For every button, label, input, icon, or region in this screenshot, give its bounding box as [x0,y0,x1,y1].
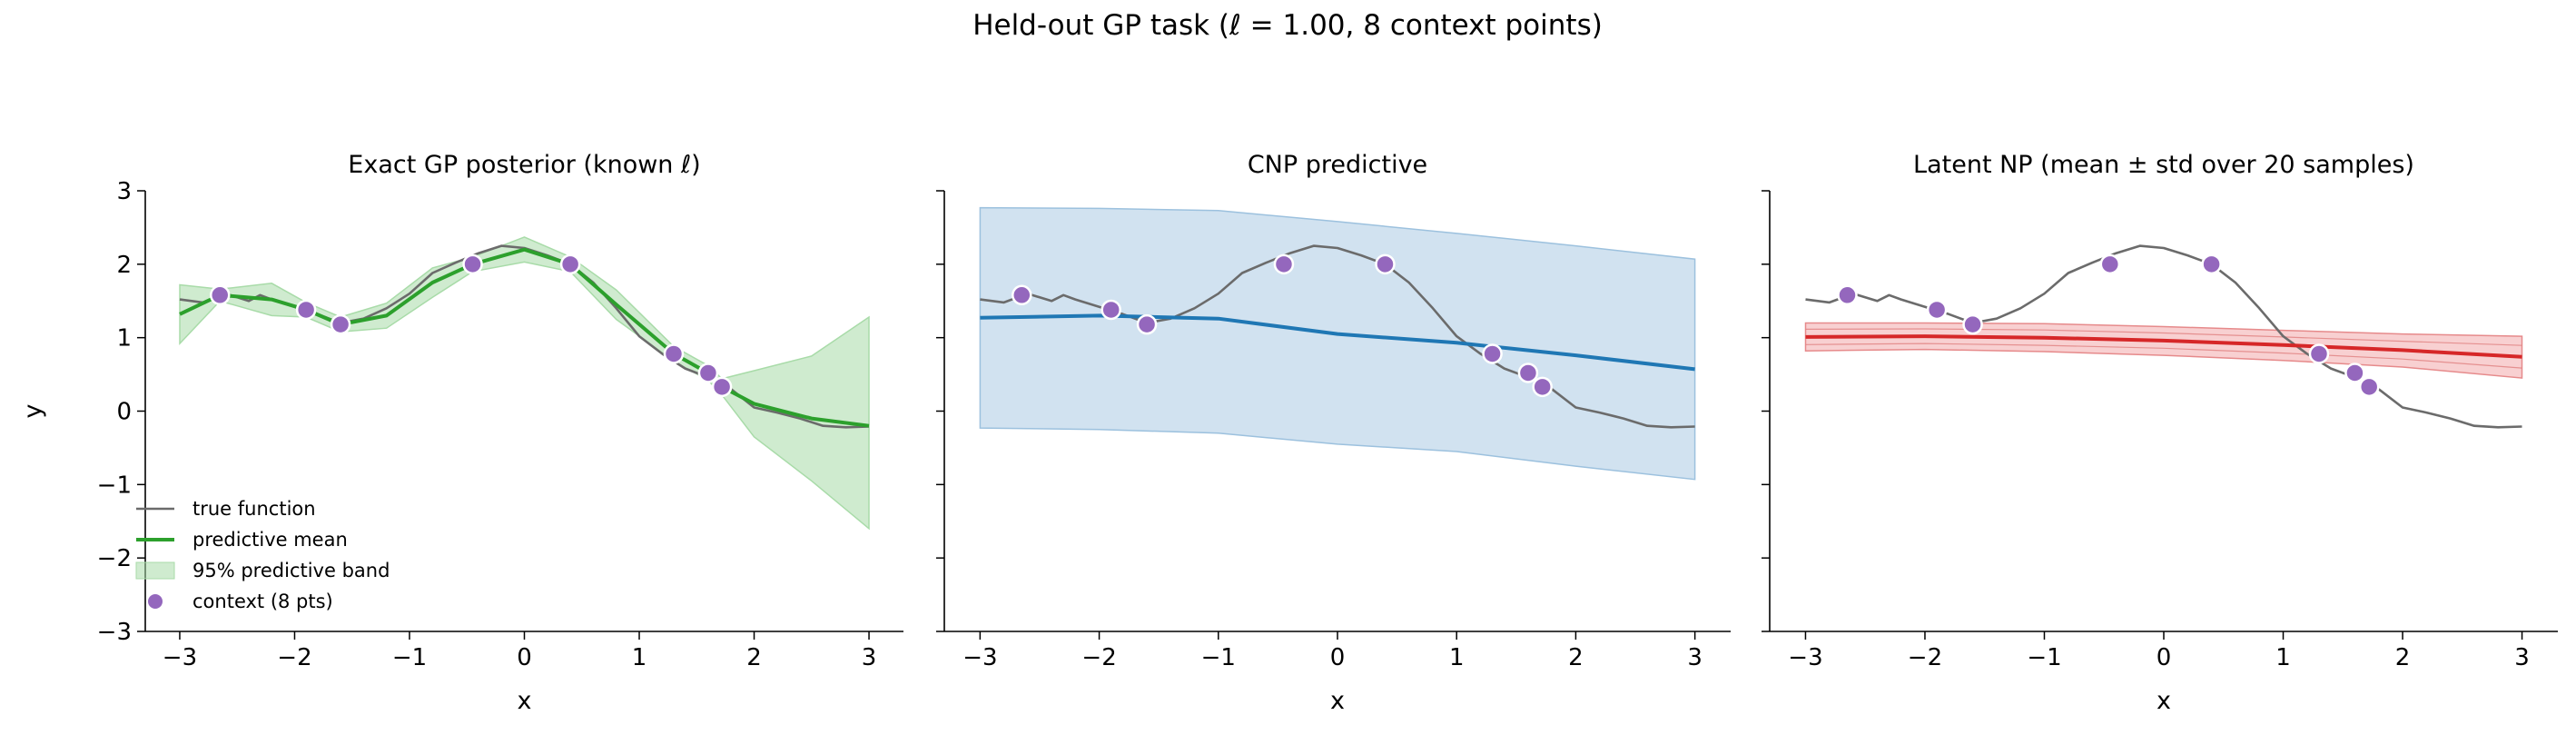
panel-title: Latent NP (mean ± std over 20 samples) [1913,151,2414,179]
context-point [1532,376,1553,398]
context-point [330,313,351,335]
x-tick-label: −1 [1201,644,1236,671]
predictive-mean-line [179,247,870,428]
context-point [1482,343,1503,364]
x-tick-label: 3 [2514,644,2530,671]
context-point [711,376,733,398]
chart-panel-1: Exact GP posterior (known ℓ) −3 −2 −1 0 1 2 3 −3… [19,151,903,715]
legend: true function predictive mean 95% predicti… [135,498,390,612]
predictive-band [979,206,1696,481]
panel-title: Exact GP posterior (known ℓ) [348,151,700,179]
legend-label: 95% predictive band [192,560,390,581]
figure-suptitle: Held-out GP task (ℓ = 1.00, 8 context po… [972,9,1603,42]
y-tick-label: −1 [97,472,132,499]
context-point [1517,363,1539,383]
x-tick-label: 2 [746,644,762,671]
x-tick-label: 0 [1330,644,1346,671]
legend-label: predictive mean [192,529,348,551]
x-tick-label: 0 [2157,644,2172,671]
predictive-mean-line [980,313,1695,372]
legend-swatch-band [135,561,175,580]
context-point [697,363,719,383]
x-axis-label: x [518,687,532,715]
chart-panel-2: CNP predictive −3 −2 −1 0 1 2 3 x [936,151,1731,715]
x-tick-label: −1 [2027,644,2061,671]
legend-swatch-context [146,592,164,611]
context-point [2344,363,2365,383]
y-tick-label: 2 [116,252,132,279]
x-tick-label: 3 [1687,644,1703,671]
x-tick-label: 0 [517,644,532,671]
context-point [2099,253,2121,275]
context-point [2201,253,2222,275]
x-tick-label: −2 [1081,644,1116,671]
x-tick-label: 1 [1449,644,1465,671]
x-tick-label: 2 [1568,644,1584,671]
x-tick-label: −3 [1788,644,1822,671]
context-point [1100,299,1121,321]
x-tick-label: −3 [962,644,997,671]
legend-label: true function [192,498,316,520]
context-point [559,253,581,275]
x-tick-label: −2 [277,644,311,671]
predictive-mean-line [1805,334,2522,359]
panel-title: CNP predictive [1248,151,1427,179]
y-tick-label: 1 [116,325,132,353]
x-tick-label: 1 [632,644,647,671]
context-point [462,253,483,275]
context-point [1962,313,1983,335]
context-point [1273,253,1295,275]
y-tick-label: −2 [97,545,132,572]
context-point [1012,284,1032,306]
context-point [2358,376,2380,398]
context-point [1837,284,1858,306]
legend-label: context (8 pts) [192,591,333,612]
true-function-line [1805,244,2522,429]
context-point [1375,253,1396,275]
x-tick-label: 1 [2275,644,2291,671]
context-point [663,343,685,364]
x-axis-label: x [1330,687,1345,715]
context-point [1926,299,1948,321]
y-tick-label: 0 [116,399,132,426]
predictive-band [179,236,870,531]
sample-spread-line [1805,343,2522,369]
x-tick-label: −3 [163,644,197,671]
x-tick-label: −2 [1908,644,1942,671]
x-axis-label: x [2157,687,2171,715]
context-point [295,299,317,321]
y-tick-label: 3 [116,178,132,205]
x-tick-label: −1 [392,644,427,671]
x-tick-label: 3 [862,644,877,671]
context-point [209,284,231,306]
true-function-line [980,244,1695,429]
y-axis-label: y [19,403,47,418]
x-tick-label: 2 [2395,644,2411,671]
sample-spread-line [1805,328,2522,346]
chart-panel-3: Latent NP (mean ± std over 20 samples) −3… [1762,151,2558,715]
context-point [1136,313,1158,335]
context-point [2308,343,2330,364]
y-tick-label: −3 [97,619,132,646]
